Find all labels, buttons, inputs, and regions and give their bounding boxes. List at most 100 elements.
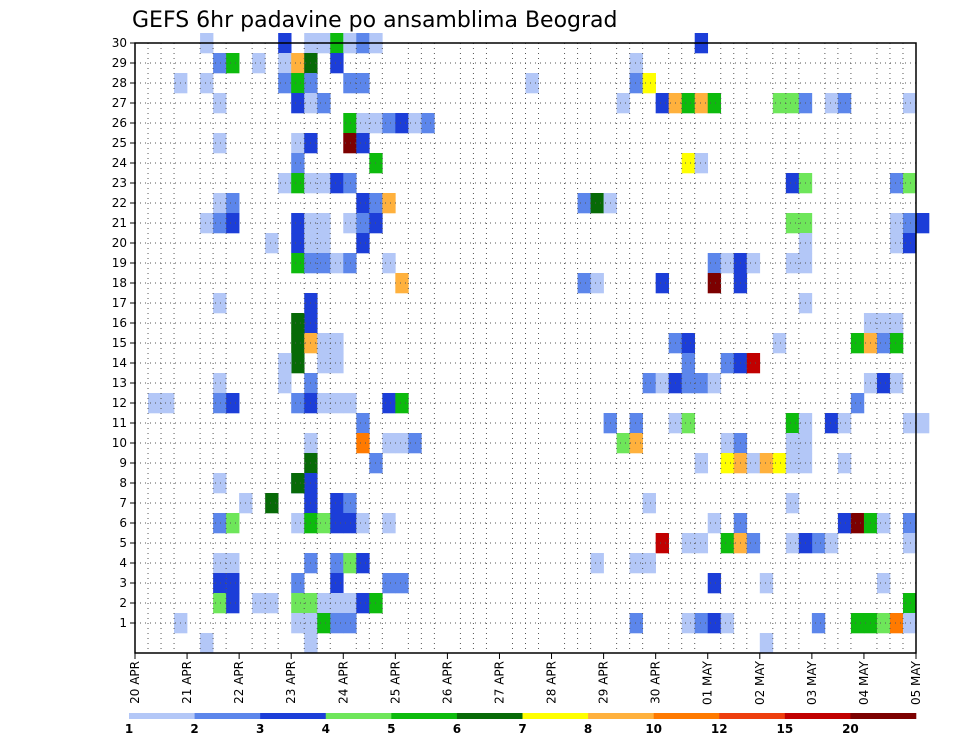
heatmap-cell	[291, 593, 305, 614]
heatmap-cell	[785, 453, 800, 474]
heatmap-cell	[343, 553, 357, 574]
y-tick-label: 13	[112, 376, 127, 390]
heatmap-cell	[889, 313, 904, 334]
heatmap-cell	[278, 73, 292, 94]
heatmap-cell	[629, 413, 643, 434]
y-tick-label: 19	[112, 256, 127, 270]
heatmap-cell	[746, 253, 761, 274]
heatmap-cell	[707, 573, 722, 594]
heatmap-cell	[681, 373, 696, 394]
heatmap-cell	[746, 533, 761, 554]
heatmap-cell	[330, 333, 344, 354]
heatmap-cell	[291, 233, 305, 254]
heatmap-cell	[278, 373, 292, 394]
heatmap-cell	[317, 353, 331, 374]
heatmap-cell	[356, 233, 370, 254]
heatmap-cell	[824, 413, 839, 434]
y-tick-label: 30	[112, 36, 127, 50]
heatmap-cell	[616, 433, 630, 454]
heatmap-cell	[694, 613, 709, 634]
heatmap-cell	[876, 613, 891, 634]
heatmap-cell	[876, 373, 891, 394]
heatmap-cell	[343, 113, 357, 134]
heatmap-cell	[226, 553, 240, 574]
y-tick-label: 18	[112, 276, 127, 290]
heatmap-cell	[395, 393, 409, 414]
heatmap-cell	[213, 513, 227, 534]
colorbar-legend: 1 2 3 4 5 6 7 8 10 12 15 20	[125, 713, 917, 736]
heatmap-cell	[577, 273, 591, 294]
x-tick-label: 28 APR	[545, 661, 559, 704]
heatmap-cell	[421, 113, 435, 134]
heatmap-cell	[317, 513, 331, 534]
heatmap-cell	[330, 513, 344, 534]
y-tick-label: 2	[119, 596, 127, 610]
heatmap-cell	[291, 93, 305, 114]
heatmap-cell	[213, 393, 227, 414]
heatmap-cell	[681, 533, 696, 554]
heatmap-cell	[200, 633, 214, 654]
heatmap-cell	[772, 333, 787, 354]
colorbar-segment	[129, 713, 195, 719]
heatmap-cell	[681, 353, 696, 374]
heatmap-cell	[811, 533, 826, 554]
heatmap-cell	[759, 453, 774, 474]
heatmap-cell	[811, 613, 826, 634]
heatmap-cell	[330, 253, 344, 274]
heatmap-cell	[317, 333, 331, 354]
y-tick-label: 1	[119, 616, 127, 630]
heatmap-cell	[200, 73, 214, 94]
heatmap-cell	[291, 473, 305, 494]
heatmap-cell	[226, 193, 240, 214]
heatmap-cell	[902, 613, 917, 634]
x-tick-label: 21 APR	[180, 661, 194, 704]
heatmap-cell	[916, 413, 930, 434]
heatmap-cell	[681, 333, 696, 354]
heatmap-cell	[824, 533, 839, 554]
heatmap-cell	[330, 353, 344, 374]
y-tick-label: 26	[112, 116, 127, 130]
heatmap-cell	[213, 373, 227, 394]
heatmap-cell	[343, 493, 357, 514]
heatmap-cell	[278, 173, 292, 194]
heatmap-cell	[681, 613, 696, 634]
heatmap-cell	[278, 53, 292, 74]
y-tick-label: 27	[112, 96, 127, 110]
heatmap-cell	[291, 313, 305, 334]
heatmap-cell	[226, 213, 240, 234]
heatmap-cell	[629, 613, 643, 634]
colorbar-label: 10	[645, 722, 662, 736]
heatmap-cell	[356, 113, 370, 134]
heatmap-cell	[629, 53, 643, 74]
y-tick-label: 16	[112, 316, 127, 330]
heatmap-cell	[291, 53, 305, 74]
heatmap-cell	[330, 613, 344, 634]
heatmap-cell	[343, 133, 357, 154]
y-tick-label: 3	[119, 576, 127, 590]
heatmap-cell	[382, 393, 396, 414]
heatmap-cell	[785, 173, 800, 194]
heatmap-cell	[889, 373, 904, 394]
heatmap-cell	[785, 213, 800, 234]
heatmap-cell	[525, 73, 539, 94]
heatmap-cell	[720, 353, 735, 374]
heatmap-cell	[681, 413, 696, 434]
y-tick-label: 4	[119, 556, 127, 570]
colorbar-label: 2	[190, 722, 198, 736]
heatmap-cell	[213, 293, 227, 314]
heatmap-cell	[252, 53, 266, 74]
heatmap-cell	[759, 633, 774, 654]
heatmap-cell	[707, 613, 722, 634]
heatmap-cell	[785, 533, 800, 554]
heatmap-cell	[785, 413, 800, 434]
colorbar-segment	[522, 713, 589, 719]
heatmap-cell	[902, 533, 917, 554]
heatmap-cell	[265, 233, 279, 254]
heatmap-cell	[356, 193, 370, 214]
colorbar-segment	[391, 713, 458, 719]
heatmap-cell	[720, 253, 735, 274]
heatmap-cell	[330, 173, 344, 194]
x-tick-label: 24 APR	[336, 661, 350, 704]
heatmap-cell	[291, 333, 305, 354]
x-tick-label: 26 APR	[440, 661, 454, 704]
